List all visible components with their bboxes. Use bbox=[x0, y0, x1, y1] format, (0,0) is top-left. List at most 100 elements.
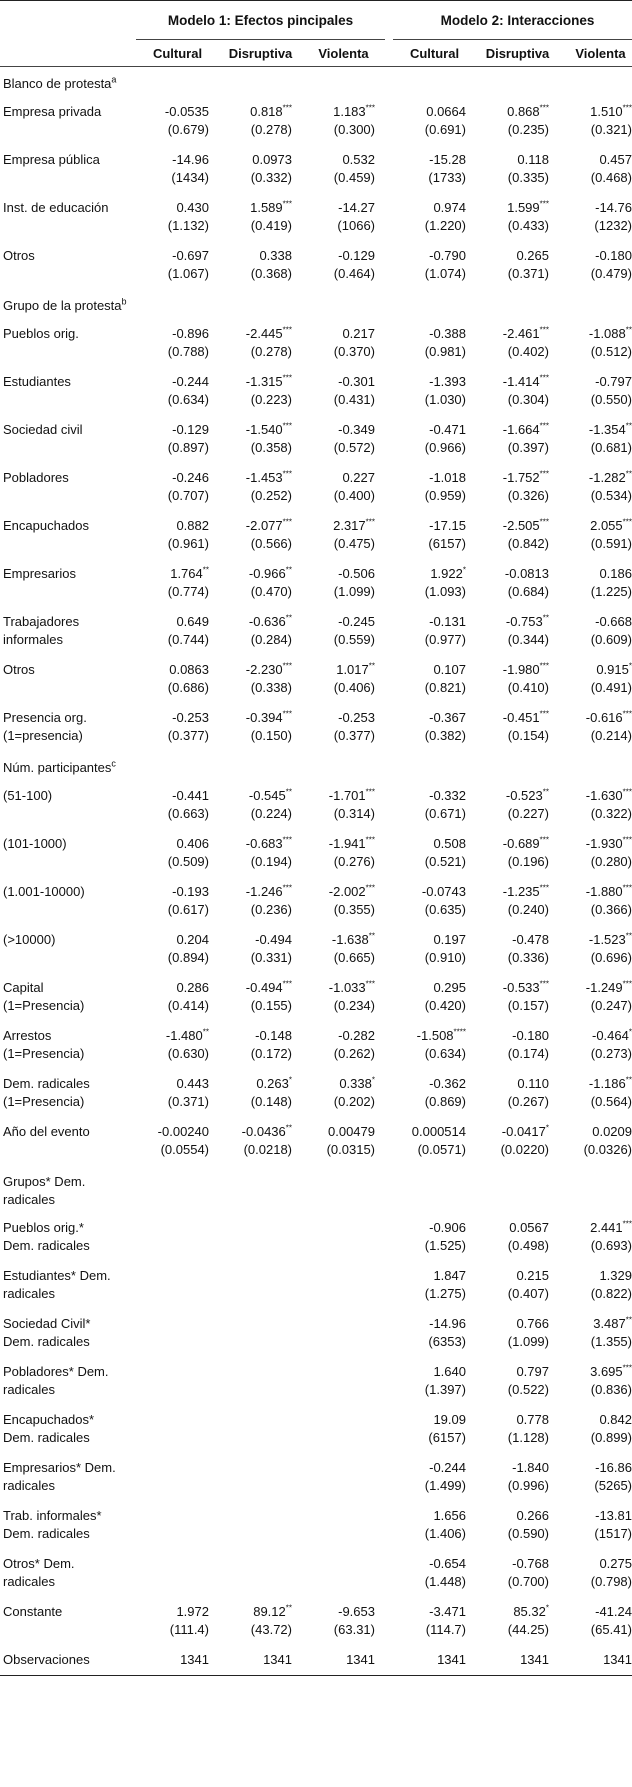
row-label: Arrestos (1=Presencia) bbox=[0, 1021, 136, 1069]
standard-error-value: (0.227) bbox=[507, 806, 549, 821]
standard-error-value: (0.355) bbox=[333, 902, 375, 917]
coefficient-value: -15.28 bbox=[429, 152, 466, 167]
coefficient-value: -0.689*** bbox=[502, 835, 549, 851]
coef-cell: -0.282 (0.262) bbox=[302, 1021, 385, 1069]
coef-cell: -17.15 (6157) bbox=[393, 511, 476, 559]
col-header-disruptiva-1: Disruptiva bbox=[219, 39, 302, 67]
coefficient-value: -0.193 bbox=[172, 884, 209, 899]
coefficient-value: -0.616*** bbox=[585, 709, 632, 725]
coef-cell: -1.930*** (0.280) bbox=[559, 829, 632, 877]
standard-error-value: (0.214) bbox=[590, 728, 632, 743]
standard-error-value: (0.236) bbox=[250, 902, 292, 917]
coefficient-value: -1.249*** bbox=[585, 979, 632, 995]
standard-error-value: (1.499) bbox=[424, 1478, 466, 1493]
standard-error-value: (0.335) bbox=[507, 170, 549, 185]
coef-cell: 89.12** (43.72) bbox=[219, 1597, 302, 1645]
row-label-line: Empresa privada bbox=[3, 104, 102, 119]
standard-error-value: (0.0326) bbox=[583, 1142, 632, 1157]
coefficient-value: 1341 bbox=[603, 1652, 632, 1667]
coef-cell: -0.129 (0.897) bbox=[136, 415, 219, 463]
row-label-line: Estudiantes bbox=[3, 374, 71, 389]
coef-cell: -1.508**** (0.634) bbox=[393, 1021, 476, 1069]
standard-error-value: (0.996) bbox=[507, 1478, 549, 1493]
coefficient-value: -1.880*** bbox=[585, 883, 632, 899]
row-label-line: Sociedad civil bbox=[3, 422, 83, 437]
coefficient-value: 0.197 bbox=[433, 932, 466, 947]
standard-error-value: (0.414) bbox=[167, 998, 209, 1013]
standard-error-value: (0.534) bbox=[590, 488, 632, 503]
coef-cell: -1.701*** (0.314) bbox=[302, 781, 385, 829]
coefficient-value: 1.922* bbox=[430, 565, 466, 581]
standard-error-value bbox=[136, 1285, 209, 1303]
coef-cell: -1.664*** (0.397) bbox=[476, 415, 559, 463]
coef-cell: -2.505*** (0.842) bbox=[476, 511, 559, 559]
coefficient-value: -0.246 bbox=[172, 470, 209, 485]
coef-cell: -0.0535 (0.679) bbox=[136, 97, 219, 145]
coef-cell: 1341 bbox=[393, 1645, 476, 1676]
regression-table: Modelo 1: Efectos pincipales Modelo 2: I… bbox=[0, 0, 632, 1676]
standard-error-value bbox=[219, 1477, 292, 1495]
row-label: Pueblos orig. bbox=[0, 319, 136, 367]
standard-error-value: (0.959) bbox=[424, 488, 466, 503]
coefficient-value: -0.441 bbox=[172, 788, 209, 803]
table-row: Año del evento -0.00240 (0.0554) -0.0436** (… bbox=[0, 1117, 632, 1165]
row-label-line: (51-100) bbox=[3, 788, 53, 803]
coefficient-value: 0.0664 bbox=[426, 104, 466, 119]
row-label-line: Sociedad Civil* bbox=[3, 1316, 91, 1331]
coefficient-value: 1.017** bbox=[336, 661, 375, 677]
coef-cell: -0.129 (0.464) bbox=[302, 241, 385, 289]
coefficient-value bbox=[302, 1315, 375, 1333]
coefficient-value: -0.253 bbox=[172, 710, 209, 725]
coef-cell: 0.110 (0.267) bbox=[476, 1069, 559, 1117]
coef-cell: 1.847 (1.275) bbox=[393, 1261, 476, 1309]
coefficient-value: 1341 bbox=[346, 1652, 375, 1667]
standard-error-value: (0.196) bbox=[507, 854, 549, 869]
coefficient-value: -1.033*** bbox=[328, 979, 375, 995]
coefficient-value: 0.818*** bbox=[250, 103, 292, 119]
coefficient-value: -0.244 bbox=[172, 374, 209, 389]
row-label-line: Estudiantes* Dem. bbox=[3, 1268, 111, 1283]
coef-cell: 0.406 (0.509) bbox=[136, 829, 219, 877]
coef-cell: 1341 bbox=[136, 1645, 219, 1676]
table-row: Sociedad Civil* Dem. radicales -14.96 (6353… bbox=[0, 1309, 632, 1357]
coef-cell: -0.253 (0.377) bbox=[302, 703, 385, 751]
coefficient-value: -17.15 bbox=[429, 518, 466, 533]
coef-cell: 1.017** (0.406) bbox=[302, 655, 385, 703]
coef-cell: -0.244 (0.634) bbox=[136, 367, 219, 415]
row-label-line: Dem. radicales bbox=[3, 1430, 90, 1445]
coef-cell bbox=[219, 1213, 302, 1261]
coefficient-value bbox=[302, 1459, 375, 1477]
coefficient-value bbox=[136, 1507, 209, 1525]
coef-cell: -1.018 (0.959) bbox=[393, 463, 476, 511]
row-label: Observaciones bbox=[0, 1645, 136, 1676]
coef-cell: -0.246 (0.707) bbox=[136, 463, 219, 511]
coef-cell: 1.764** (0.774) bbox=[136, 559, 219, 607]
col-header-cultural-2: Cultural bbox=[393, 39, 476, 67]
table-row: Constante 1.972 (111.4) 89.12** (43.72) -9.65… bbox=[0, 1597, 632, 1645]
coef-cell bbox=[219, 1501, 302, 1549]
standard-error-value: (6353) bbox=[428, 1334, 466, 1349]
standard-error-value: (0.798) bbox=[590, 1574, 632, 1589]
standard-error-value: (1.093) bbox=[424, 584, 466, 599]
table-row: Arrestos (1=Presencia) -1.480** (0.630) -0.1… bbox=[0, 1021, 632, 1069]
standard-error-value: (0.671) bbox=[424, 806, 466, 821]
standard-error-value: (0.280) bbox=[590, 854, 632, 869]
coefficient-value bbox=[136, 1219, 209, 1237]
row-label-line: radicales bbox=[3, 1382, 56, 1397]
coefficient-value: -1.540*** bbox=[245, 421, 292, 437]
coefficient-value bbox=[136, 1411, 209, 1429]
standard-error-value: (0.368) bbox=[250, 266, 292, 281]
standard-error-value: (0.842) bbox=[507, 536, 549, 551]
standard-error-value: (0.0315) bbox=[326, 1142, 375, 1157]
row-label-line: Encapuchados bbox=[3, 518, 90, 533]
coefficient-value: -1.664*** bbox=[502, 421, 549, 437]
row-label-line: (1.001-10000) bbox=[3, 884, 85, 899]
coef-cell: 1.972 (111.4) bbox=[136, 1597, 219, 1645]
header-gap bbox=[385, 39, 393, 67]
coefficient-value: 1341 bbox=[437, 1652, 466, 1667]
coefficient-value bbox=[302, 1267, 375, 1285]
standard-error-value: (1.397) bbox=[424, 1382, 466, 1397]
coefficient-value: -0.131 bbox=[429, 614, 466, 629]
coef-cell bbox=[136, 1357, 219, 1405]
coef-cell: 1341 bbox=[476, 1645, 559, 1676]
